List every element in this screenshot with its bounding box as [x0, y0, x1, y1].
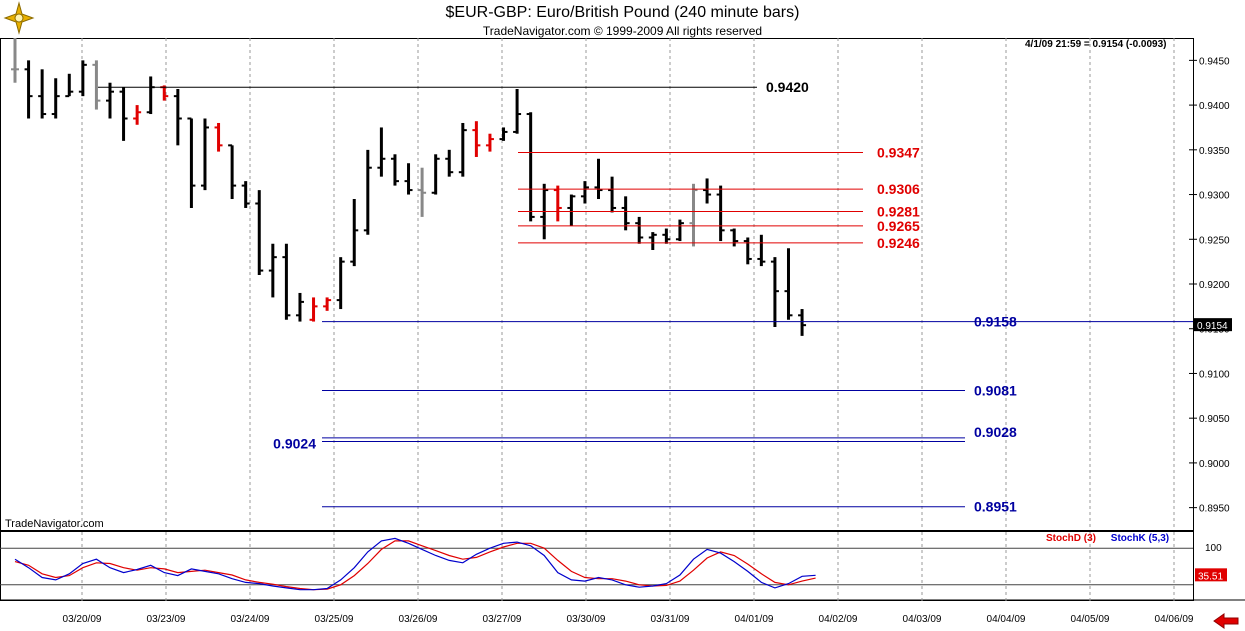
- price-tick-label: 0.9400: [1199, 101, 1230, 112]
- level-label: 0.9306: [877, 181, 920, 197]
- stochastic-pane-frame: [1, 532, 1194, 601]
- price-tick-label: 0.9200: [1199, 280, 1230, 291]
- date-tick-label: 04/01/09: [735, 614, 774, 625]
- price-tick-label: 0.8950: [1199, 504, 1230, 515]
- date-tick-label: 04/02/09: [819, 614, 858, 625]
- level-label: 0.9265: [877, 218, 920, 234]
- level-label: 0.9024: [273, 435, 316, 451]
- price-tick-label: 0.9000: [1199, 459, 1230, 470]
- stoch-k-legend: StochK (5,3): [1111, 533, 1169, 544]
- price-tick-label: 0.9350: [1199, 146, 1230, 157]
- date-tick-label: 04/04/09: [987, 614, 1026, 625]
- date-tick-label: 04/05/09: [1071, 614, 1110, 625]
- watermark: TradeNavigator.com: [5, 518, 104, 530]
- price-pane-frame: [1, 39, 1194, 531]
- level-label: 0.9081: [974, 382, 1017, 398]
- chart-subtitle: TradeNavigator.com © 1999-2009 All right…: [0, 24, 1245, 38]
- date-tick-label: 03/24/09: [231, 614, 270, 625]
- scroll-left-arrow-icon[interactable]: [1212, 613, 1240, 629]
- level-label: 0.9028: [974, 424, 1017, 440]
- date-tick-label: 03/26/09: [399, 614, 438, 625]
- price-tick-label: 0.9250: [1199, 235, 1230, 246]
- level-label: 0.9420: [766, 79, 809, 95]
- chart-title: $EUR-GBP: Euro/British Pound (240 minute…: [0, 4, 1245, 22]
- price-tick-label: 0.9450: [1199, 56, 1230, 67]
- level-label: 0.9347: [877, 145, 920, 161]
- level-label: 0.9158: [974, 314, 1017, 330]
- date-tick-label: 03/25/09: [315, 614, 354, 625]
- price-tick-label: 0.9100: [1199, 369, 1230, 380]
- stoch-last-label: 35.51: [1198, 571, 1223, 582]
- stoch-k-line: [15, 538, 816, 589]
- date-tick-label: 03/20/09: [63, 614, 102, 625]
- date-tick-label: 03/30/09: [567, 614, 606, 625]
- level-label: 0.8951: [974, 499, 1017, 515]
- date-tick-label: 04/06/09: [1155, 614, 1194, 625]
- date-tick-label: 03/23/09: [147, 614, 186, 625]
- stoch-scale-label: 100: [1205, 543, 1222, 554]
- price-tick-label: 0.9300: [1199, 191, 1230, 202]
- date-tick-label: 03/31/09: [651, 614, 690, 625]
- date-tick-label: 03/27/09: [483, 614, 522, 625]
- price-readout: 4/1/09 21:59 = 0.9154 (-0.0093): [1025, 39, 1167, 50]
- last-price-label: 0.9154: [1197, 321, 1228, 332]
- stoch-d-legend: StochD (3): [1046, 533, 1096, 544]
- date-tick-label: 04/03/09: [903, 614, 942, 625]
- stochastic-legend: StochD (3) StochK (5,3): [1046, 533, 1169, 544]
- level-label: 0.9246: [877, 235, 920, 251]
- price-tick-label: 0.9050: [1199, 414, 1230, 425]
